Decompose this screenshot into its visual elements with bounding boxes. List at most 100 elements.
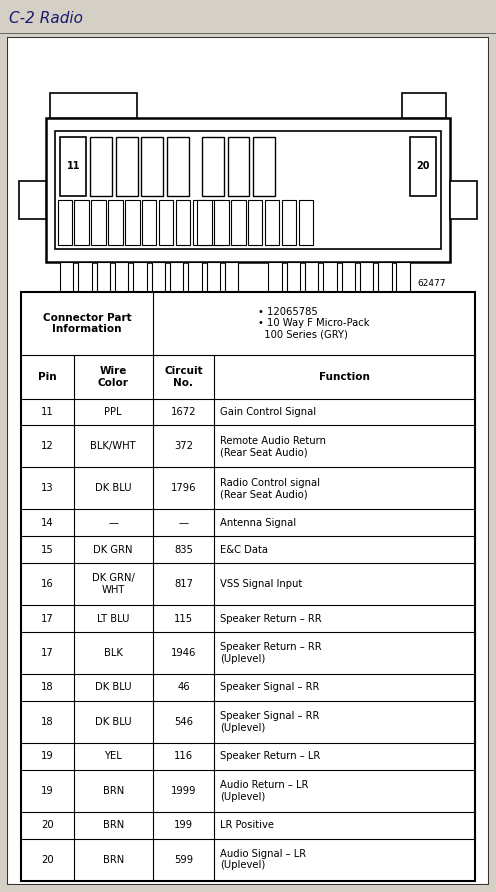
Text: 599: 599 (174, 855, 193, 864)
Text: LR Positive: LR Positive (220, 821, 274, 830)
Text: BLK/WHT: BLK/WHT (90, 442, 136, 451)
Text: Radio Control signal
(Rear Seat Audio): Radio Control signal (Rear Seat Audio) (220, 477, 320, 500)
Text: Speaker Signal – RR
(Uplevel): Speaker Signal – RR (Uplevel) (220, 711, 319, 732)
Text: 13: 13 (41, 483, 54, 493)
Bar (282, 200, 296, 245)
Text: 19: 19 (41, 786, 54, 796)
Bar (225, 262, 239, 301)
Text: 20: 20 (41, 855, 54, 864)
Text: Remote Audio Return
(Rear Seat Audio): Remote Audio Return (Rear Seat Audio) (220, 435, 326, 458)
Bar (202, 136, 224, 196)
Text: 1999: 1999 (171, 786, 196, 796)
Text: 19: 19 (41, 751, 54, 762)
Bar (458, 292, 469, 376)
Text: 18: 18 (41, 717, 54, 727)
Text: 372: 372 (174, 442, 193, 451)
Text: DK GRN: DK GRN (93, 545, 133, 555)
Bar (197, 200, 212, 245)
Bar (97, 262, 110, 301)
Bar (450, 181, 477, 219)
Bar (78, 262, 92, 301)
Text: 11: 11 (66, 161, 80, 171)
Bar (159, 200, 173, 245)
Bar (268, 262, 282, 301)
Text: Connector Part
Information: Connector Part Information (43, 312, 131, 334)
Text: 11: 11 (41, 407, 54, 417)
Text: Audio Return – LR
(Uplevel): Audio Return – LR (Uplevel) (220, 780, 308, 802)
Text: C-2 Radio: C-2 Radio (9, 11, 83, 26)
Bar (115, 262, 128, 301)
Bar (206, 262, 220, 301)
Bar (299, 200, 313, 245)
Text: Speaker Signal – RR: Speaker Signal – RR (220, 682, 319, 692)
Bar (176, 200, 190, 245)
Bar (253, 136, 275, 196)
Bar (287, 262, 300, 301)
Bar (209, 200, 224, 245)
Text: 14: 14 (41, 518, 54, 528)
Bar (396, 262, 410, 301)
Text: —: — (179, 518, 188, 528)
Text: 15: 15 (41, 545, 54, 555)
Text: YEL: YEL (104, 751, 122, 762)
Bar (360, 262, 373, 301)
Text: BRN: BRN (103, 786, 124, 796)
Text: —: — (108, 518, 118, 528)
Bar (19, 181, 46, 219)
Text: DK BLU: DK BLU (95, 717, 131, 727)
Bar (141, 136, 163, 196)
Bar (305, 262, 318, 301)
Text: 835: 835 (174, 545, 193, 555)
Text: BRN: BRN (103, 821, 124, 830)
Bar (55, 131, 441, 250)
Text: Pin: Pin (38, 372, 57, 382)
Text: 20: 20 (41, 821, 54, 830)
Bar (265, 200, 279, 245)
Text: 115: 115 (174, 614, 193, 624)
Text: Wire
Color: Wire Color (98, 366, 128, 388)
Bar (342, 262, 355, 301)
Bar (142, 200, 156, 245)
Text: BLK: BLK (104, 648, 123, 658)
Bar (90, 136, 112, 196)
Text: Audio Signal – LR
(Uplevel): Audio Signal – LR (Uplevel) (220, 849, 306, 871)
Bar (108, 200, 123, 245)
Bar (323, 262, 337, 301)
Text: 116: 116 (174, 751, 193, 762)
Text: 46: 46 (177, 682, 190, 692)
Bar (133, 262, 147, 301)
Bar (125, 200, 139, 245)
Bar (116, 136, 137, 196)
Text: Gain Control Signal: Gain Control Signal (220, 407, 316, 417)
Bar (192, 200, 207, 245)
Text: 199: 199 (174, 821, 193, 830)
Bar (228, 136, 249, 196)
Bar (27, 292, 38, 376)
Text: • 12065785
• 10 Way F Micro-Pack
  100 Series (GRY): • 12065785 • 10 Way F Micro-Pack 100 Ser… (258, 307, 370, 340)
Text: DK BLU: DK BLU (95, 682, 131, 692)
Bar (50, 93, 137, 118)
Text: Speaker Return – LR: Speaker Return – LR (220, 751, 320, 762)
Bar (60, 262, 73, 301)
Text: 1946: 1946 (171, 648, 196, 658)
Text: Speaker Return – RR
(Uplevel): Speaker Return – RR (Uplevel) (220, 642, 321, 664)
Text: Function: Function (319, 372, 370, 382)
Text: 1796: 1796 (171, 483, 196, 493)
Bar (402, 93, 446, 118)
Text: 18: 18 (41, 682, 54, 692)
Text: Antenna Signal: Antenna Signal (220, 518, 296, 528)
Bar (60, 136, 86, 196)
Text: 62477: 62477 (417, 279, 446, 288)
Bar (74, 200, 89, 245)
Text: Circuit
No.: Circuit No. (164, 366, 203, 388)
Bar (170, 262, 184, 301)
Text: 16: 16 (41, 579, 54, 590)
Bar (188, 262, 202, 301)
Text: Speaker Return – RR: Speaker Return – RR (220, 614, 321, 624)
Bar (58, 200, 72, 245)
Bar (410, 136, 436, 196)
Text: PPL: PPL (105, 407, 122, 417)
Text: VSS Signal Input: VSS Signal Input (220, 579, 302, 590)
Text: 546: 546 (174, 717, 193, 727)
Bar (167, 136, 188, 196)
